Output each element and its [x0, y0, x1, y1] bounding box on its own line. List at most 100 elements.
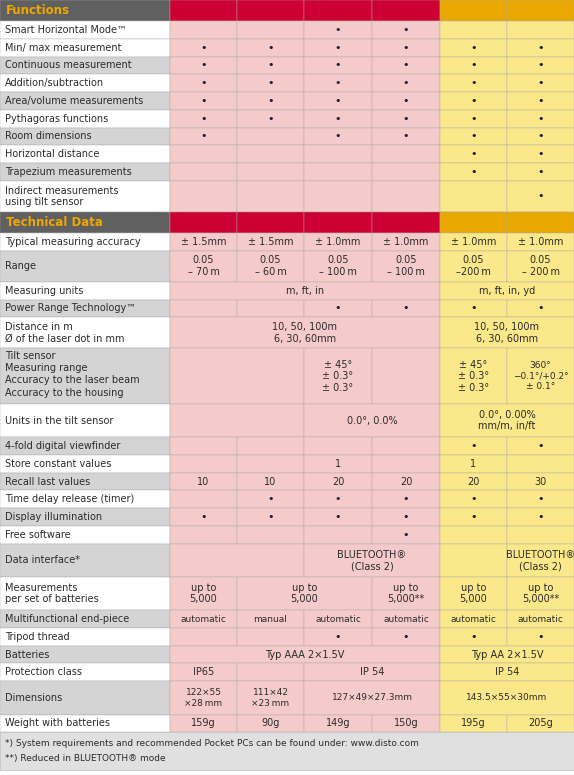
- Text: Distance in m
Ø of the laser dot in mm: Distance in m Ø of the laser dot in mm: [5, 322, 125, 343]
- Bar: [170, 543, 304, 577]
- Bar: [304, 543, 440, 577]
- Text: Min/ max measurement: Min/ max measurement: [5, 43, 122, 53]
- Text: •: •: [537, 114, 544, 124]
- Bar: [170, 163, 237, 181]
- Bar: [304, 212, 372, 233]
- Bar: [372, 577, 440, 610]
- Text: m, ft, in: m, ft, in: [286, 286, 324, 296]
- Bar: [507, 526, 574, 543]
- Text: •: •: [470, 114, 477, 124]
- Bar: [237, 212, 304, 233]
- Bar: [440, 681, 574, 715]
- Bar: [372, 212, 440, 233]
- Text: •: •: [470, 96, 477, 106]
- Bar: [304, 628, 372, 646]
- Text: ± 1.5mm: ± 1.5mm: [248, 237, 293, 247]
- Text: •: •: [470, 78, 477, 88]
- Bar: [0, 57, 170, 74]
- Text: •: •: [267, 512, 274, 522]
- Text: IP 54: IP 54: [495, 667, 519, 677]
- Bar: [440, 646, 574, 663]
- Bar: [440, 715, 507, 732]
- Bar: [304, 491, 372, 508]
- Bar: [0, 163, 170, 181]
- Bar: [0, 628, 170, 646]
- Bar: [507, 128, 574, 146]
- Bar: [440, 317, 574, 349]
- Bar: [0, 437, 170, 455]
- Text: Free software: Free software: [5, 530, 71, 539]
- Bar: [507, 455, 574, 473]
- Text: •: •: [403, 25, 409, 35]
- Bar: [372, 39, 440, 57]
- Bar: [0, 473, 170, 491]
- Bar: [237, 455, 304, 473]
- Bar: [170, 349, 304, 404]
- Text: •: •: [267, 60, 274, 71]
- Text: 10: 10: [197, 477, 210, 487]
- Bar: [0, 300, 170, 317]
- Text: •: •: [470, 60, 477, 71]
- Bar: [507, 21, 574, 39]
- Bar: [440, 491, 507, 508]
- Bar: [507, 349, 574, 404]
- Bar: [0, 404, 170, 437]
- Text: Tilt sensor: Tilt sensor: [5, 351, 56, 361]
- Text: 0.05
– 70 m: 0.05 – 70 m: [188, 256, 219, 277]
- Bar: [440, 74, 507, 92]
- Text: •: •: [403, 512, 409, 522]
- Text: Range: Range: [5, 261, 36, 271]
- Text: 0.05
– 60 m: 0.05 – 60 m: [255, 256, 286, 277]
- Text: •: •: [267, 78, 274, 88]
- Bar: [507, 473, 574, 491]
- Text: Horizontal distance: Horizontal distance: [5, 150, 99, 159]
- Text: ± 1.0mm: ± 1.0mm: [383, 237, 429, 247]
- Bar: [0, 732, 574, 770]
- Bar: [170, 110, 237, 128]
- Bar: [507, 163, 574, 181]
- Bar: [372, 455, 440, 473]
- Text: Accuracy to the housing: Accuracy to the housing: [5, 388, 123, 398]
- Bar: [440, 128, 507, 146]
- Bar: [237, 74, 304, 92]
- Text: automatic: automatic: [518, 615, 564, 624]
- Bar: [237, 92, 304, 110]
- Bar: [170, 92, 237, 110]
- Bar: [0, 146, 170, 163]
- Text: **) Reduced in BLUETOOTH® mode: **) Reduced in BLUETOOTH® mode: [5, 754, 166, 763]
- Bar: [170, 212, 237, 233]
- Bar: [0, 610, 170, 628]
- Bar: [372, 300, 440, 317]
- Text: Tripod thread: Tripod thread: [5, 632, 69, 642]
- Bar: [440, 577, 507, 610]
- Bar: [304, 128, 372, 146]
- Text: Display illumination: Display illumination: [5, 512, 102, 522]
- Bar: [440, 212, 507, 233]
- Text: Units in the tilt sensor: Units in the tilt sensor: [5, 415, 114, 425]
- Text: •: •: [537, 441, 544, 451]
- Text: Power Range Technology™: Power Range Technology™: [5, 304, 136, 313]
- Bar: [237, 39, 304, 57]
- Bar: [170, 251, 237, 282]
- Bar: [170, 282, 440, 300]
- Text: •: •: [470, 304, 477, 313]
- Bar: [440, 0, 507, 21]
- Bar: [237, 663, 304, 681]
- Bar: [507, 92, 574, 110]
- Bar: [0, 681, 170, 715]
- Bar: [304, 681, 440, 715]
- Bar: [237, 577, 372, 610]
- Text: 1: 1: [471, 459, 476, 469]
- Text: up to
5,000: up to 5,000: [290, 583, 319, 604]
- Bar: [170, 39, 237, 57]
- Bar: [440, 92, 507, 110]
- Bar: [507, 610, 574, 628]
- Text: 10, 50, 100m
6, 30, 60mm: 10, 50, 100m 6, 30, 60mm: [475, 322, 540, 343]
- Bar: [170, 577, 237, 610]
- Bar: [237, 128, 304, 146]
- Text: 159g: 159g: [191, 718, 216, 728]
- Bar: [170, 181, 237, 212]
- Text: 0.05
–200 m: 0.05 –200 m: [456, 256, 491, 277]
- Bar: [170, 233, 237, 251]
- Bar: [440, 404, 574, 437]
